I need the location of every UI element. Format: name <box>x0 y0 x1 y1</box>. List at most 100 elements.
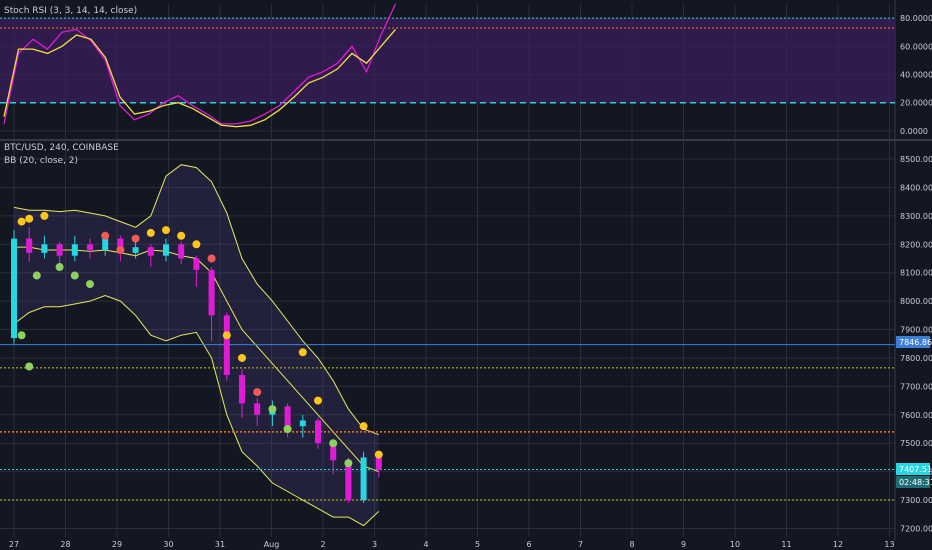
price-tick-label: 8000.00 <box>900 297 932 306</box>
candle-body <box>330 443 337 461</box>
signal-dot <box>162 226 170 235</box>
signal-dot <box>314 396 322 405</box>
bb-lower-line <box>13 294 380 527</box>
candle-body <box>102 238 109 250</box>
signal-dot <box>146 228 155 237</box>
candle-body <box>147 247 154 256</box>
signal-dot <box>131 234 140 243</box>
level-tag-text: 7846.86 <box>899 338 932 347</box>
price-tick-label: 7300.00 <box>900 496 932 505</box>
price-tick-label: 7700.00 <box>900 382 932 391</box>
time-tick-label: 8 <box>629 540 634 549</box>
candle-body <box>375 457 382 470</box>
candle-body <box>56 244 63 256</box>
stoch-rsi-pane[interactable] <box>0 3 895 128</box>
signal-dot <box>116 245 125 254</box>
candle-body <box>284 406 291 427</box>
time-tick-label: 2 <box>320 540 325 549</box>
stoch-tick-label: 0.0000 <box>900 127 928 136</box>
signal-dot <box>253 388 262 397</box>
time-tick-label: 31 <box>215 540 225 549</box>
price-tick-label: 7800.00 <box>900 354 932 363</box>
signal-dot <box>70 271 79 280</box>
price-tick-label: 8300.00 <box>900 212 932 221</box>
candle-body <box>239 375 245 404</box>
candle-body <box>345 460 352 501</box>
stoch-band-fill <box>0 18 895 103</box>
signal-dot <box>25 362 34 371</box>
time-axis[interactable]: 27 28 29 30 31 Aug 2 3 4 5 6 7 8 9 10 11 12 13 <box>9 540 895 549</box>
candle-body <box>132 247 139 253</box>
time-tick-label: 28 <box>60 540 70 549</box>
candle-body <box>87 244 93 250</box>
signal-dot <box>283 425 292 434</box>
time-tag-text: 02:48:31 <box>899 478 932 487</box>
signal-dot <box>17 331 26 340</box>
signal-dot <box>359 422 368 431</box>
time-tick-label: 13 <box>884 540 894 549</box>
candle-body <box>315 420 321 444</box>
candle-body <box>163 244 169 256</box>
stoch-tick-label: 20.0000 <box>900 99 932 108</box>
candle-body <box>71 244 78 256</box>
candle-body <box>117 238 124 253</box>
time-tick-label: 5 <box>475 540 480 549</box>
candle-body <box>178 244 185 259</box>
price-tick-label: 7200.00 <box>900 524 932 533</box>
time-tick-label: 6 <box>526 540 531 549</box>
price-pane[interactable] <box>0 164 895 527</box>
time-tag <box>896 476 930 488</box>
candle-body <box>11 238 17 339</box>
signal-dot <box>344 459 353 468</box>
signal-dot <box>25 214 34 223</box>
stoch-d-line <box>3 28 396 128</box>
time-tick-label: 30 <box>163 540 173 549</box>
price-tick-label: 7900.00 <box>900 326 932 335</box>
signal-dot <box>17 217 26 226</box>
price-axis[interactable]: 80.0000 60.0000 40.0000 20.0000 0.0000 8500.0… <box>900 14 932 533</box>
signal-dot <box>207 254 216 263</box>
time-tick-label: 7 <box>578 540 583 549</box>
signal-dot <box>177 231 186 240</box>
stoch-tick-label: 80.0000 <box>900 14 932 23</box>
signal-dot <box>329 439 338 448</box>
time-tick-label: 11 <box>781 540 791 549</box>
chart-title: BTC/USD, 240, COINBASE <box>4 143 119 153</box>
signal-dot <box>222 331 231 340</box>
stoch-title: Stoch RSI (3, 3, 14, 14, close) <box>4 6 137 16</box>
bb-upper-line <box>13 164 379 436</box>
signal-dot <box>298 348 307 357</box>
signal-dot <box>32 271 41 280</box>
price-tick-label: 7500.00 <box>900 439 932 448</box>
price-tick-label: 8500.00 <box>900 155 932 164</box>
time-tick-label: Aug <box>264 540 280 549</box>
time-tick-label: 9 <box>681 540 686 549</box>
signal-dot <box>192 240 201 249</box>
level-tag <box>896 336 930 348</box>
candle-body <box>254 403 261 415</box>
time-tick-label: 29 <box>112 540 122 549</box>
signal-dot <box>238 353 246 362</box>
signal-dot <box>374 450 383 459</box>
candle-body <box>208 269 215 316</box>
signal-dot <box>101 231 110 240</box>
signal-dot <box>55 263 64 272</box>
signal-dot <box>268 405 277 414</box>
price-tick-label: 7600.00 <box>900 411 932 420</box>
candle-body <box>193 258 200 270</box>
candle-body <box>41 244 48 253</box>
stoch-tick-label: 40.0000 <box>900 71 932 80</box>
candle-body <box>26 238 33 253</box>
price-tick-label: 8200.00 <box>900 240 932 249</box>
price-tag <box>896 463 930 475</box>
price-tick-label: 8100.00 <box>900 269 932 278</box>
signal-dot <box>40 211 49 220</box>
price-tag-text: 7407.51 <box>899 465 932 474</box>
stoch-k-line <box>3 3 397 125</box>
price-tick-label: 8400.00 <box>900 183 932 192</box>
signal-dot <box>86 280 94 289</box>
time-tick-label: 12 <box>833 540 843 549</box>
time-tick-label: 10 <box>730 540 740 549</box>
time-tick-label: 27 <box>9 540 19 549</box>
